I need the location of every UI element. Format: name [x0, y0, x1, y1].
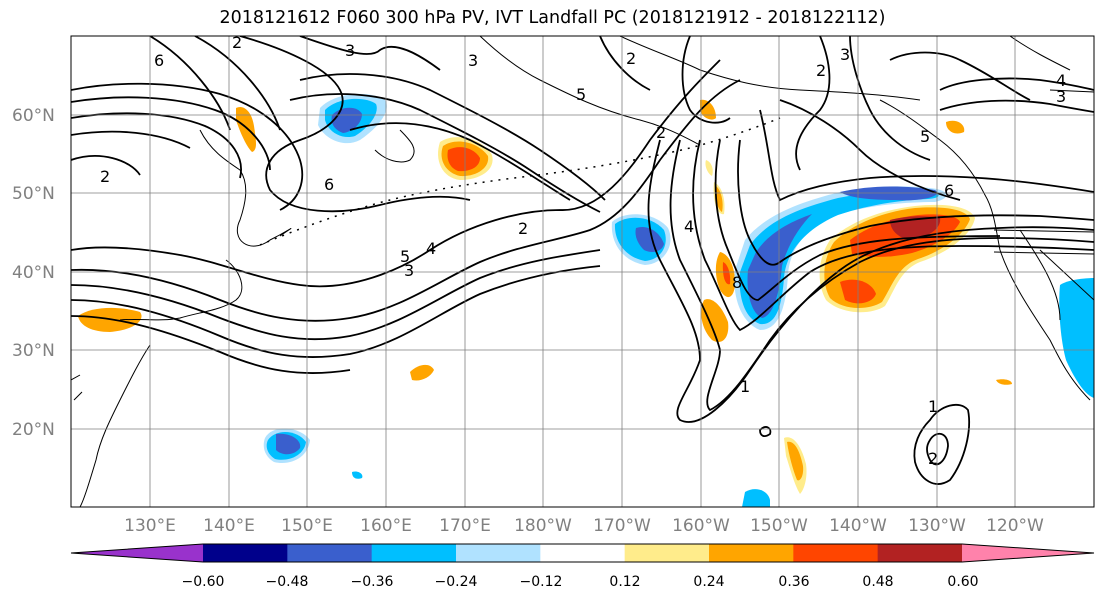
lat-label: 30°N — [12, 341, 55, 361]
contour-label: 1 — [740, 377, 750, 396]
colorbar — [70, 543, 1095, 563]
contour-label: 4 — [426, 239, 436, 258]
contour-label: 4 — [1056, 71, 1066, 90]
colorbar-segment — [624, 544, 710, 562]
colorbar-tick-label: 0.60 — [947, 574, 978, 590]
colorbar-tick-label: −0.12 — [520, 574, 563, 590]
colorbar-segment — [203, 544, 288, 562]
contour-label: 5 — [920, 127, 930, 146]
contour-label: 2 — [816, 61, 826, 80]
contour-label: 3 — [1056, 87, 1066, 106]
contour-label: 6 — [324, 175, 334, 194]
lat-label: 60°N — [12, 106, 55, 126]
colorbar-segment — [71, 544, 203, 562]
contour-label: 2 — [518, 219, 528, 238]
colorbar-segment — [962, 544, 1094, 562]
lon-label: 180°W — [514, 516, 572, 536]
colorbar-segment — [371, 544, 457, 562]
colorbar-segment — [540, 544, 626, 562]
contour-label: 3 — [468, 51, 478, 70]
contour-label: 3 — [840, 45, 850, 64]
contour-label: 2 — [656, 123, 666, 142]
gridlines — [71, 36, 1094, 507]
pv-contours — [71, 36, 1094, 485]
contour-labels: 3 3 2 6 2 2 6 5 4 5 3 2 4 8 1 1 2 5 6 4 … — [100, 33, 1066, 468]
lon-label: 140°E — [203, 516, 255, 536]
contour-label: 4 — [684, 217, 694, 236]
colorbar-tick-label: 0.24 — [693, 574, 724, 590]
contour-label: 5 — [400, 247, 410, 266]
latitude-axis: 60°N 50°N 40°N 30°N 20°N — [12, 106, 55, 440]
colorbar-tick-label: 0.36 — [778, 574, 809, 590]
lon-label: 150°W — [750, 516, 808, 536]
lon-label: 170°W — [593, 516, 651, 536]
map-border — [70, 35, 1095, 508]
lat-label: 50°N — [12, 184, 55, 204]
map-title: 2018121612 F060 300 hPa PV, IVT Landfall… — [219, 8, 886, 28]
shaded-field — [78, 93, 1094, 507]
contour-label: 2 — [626, 49, 636, 68]
colorbar-tick-label: 0.48 — [862, 574, 893, 590]
lon-label: 150°E — [281, 516, 333, 536]
colorbar-segment — [709, 544, 794, 562]
lon-label: 120°W — [986, 516, 1044, 536]
lon-label: 130°E — [124, 516, 176, 536]
colorbar-tick-label: −0.24 — [435, 574, 478, 590]
lon-label: 140°W — [829, 516, 887, 536]
longitude-axis: 130°E 140°E 150°E 160°E 170°E 180°W 170°… — [124, 516, 1044, 536]
colorbar-segment — [793, 544, 879, 562]
colorbar-ticks: −0.60 −0.48 −0.36 −0.24 −0.12 0.12 0.24 … — [182, 574, 979, 590]
colorbar-tick-label: −0.48 — [266, 574, 309, 590]
contour-label: 2 — [232, 33, 242, 52]
lon-label: 160°W — [672, 516, 730, 536]
contour-label: 6 — [154, 51, 164, 70]
lon-label: 160°E — [360, 516, 412, 536]
contour-label: 3 — [404, 261, 414, 280]
contour-label: 8 — [732, 273, 742, 292]
contour-label: 2 — [100, 167, 110, 186]
colorbar-tick-label: −0.60 — [182, 574, 225, 590]
colorbar-segment — [877, 544, 963, 562]
colorbar-tick-label: −0.36 — [351, 574, 394, 590]
lat-label: 40°N — [12, 263, 55, 283]
contour-label: 6 — [944, 181, 954, 200]
lon-label: 130°W — [908, 516, 966, 536]
colorbar-segment — [287, 544, 373, 562]
colorbar-tick-label: 0.12 — [609, 574, 640, 590]
contour-label: 2 — [928, 449, 938, 468]
lat-label: 20°N — [12, 420, 55, 440]
colorbar-segment — [456, 544, 541, 562]
lon-label: 170°E — [439, 516, 491, 536]
contour-label: 3 — [345, 41, 355, 60]
map-panel — [71, 36, 1094, 507]
contour-label: 5 — [576, 85, 586, 104]
contour-label: 1 — [928, 397, 938, 416]
colorbar-outline — [70, 543, 1095, 563]
